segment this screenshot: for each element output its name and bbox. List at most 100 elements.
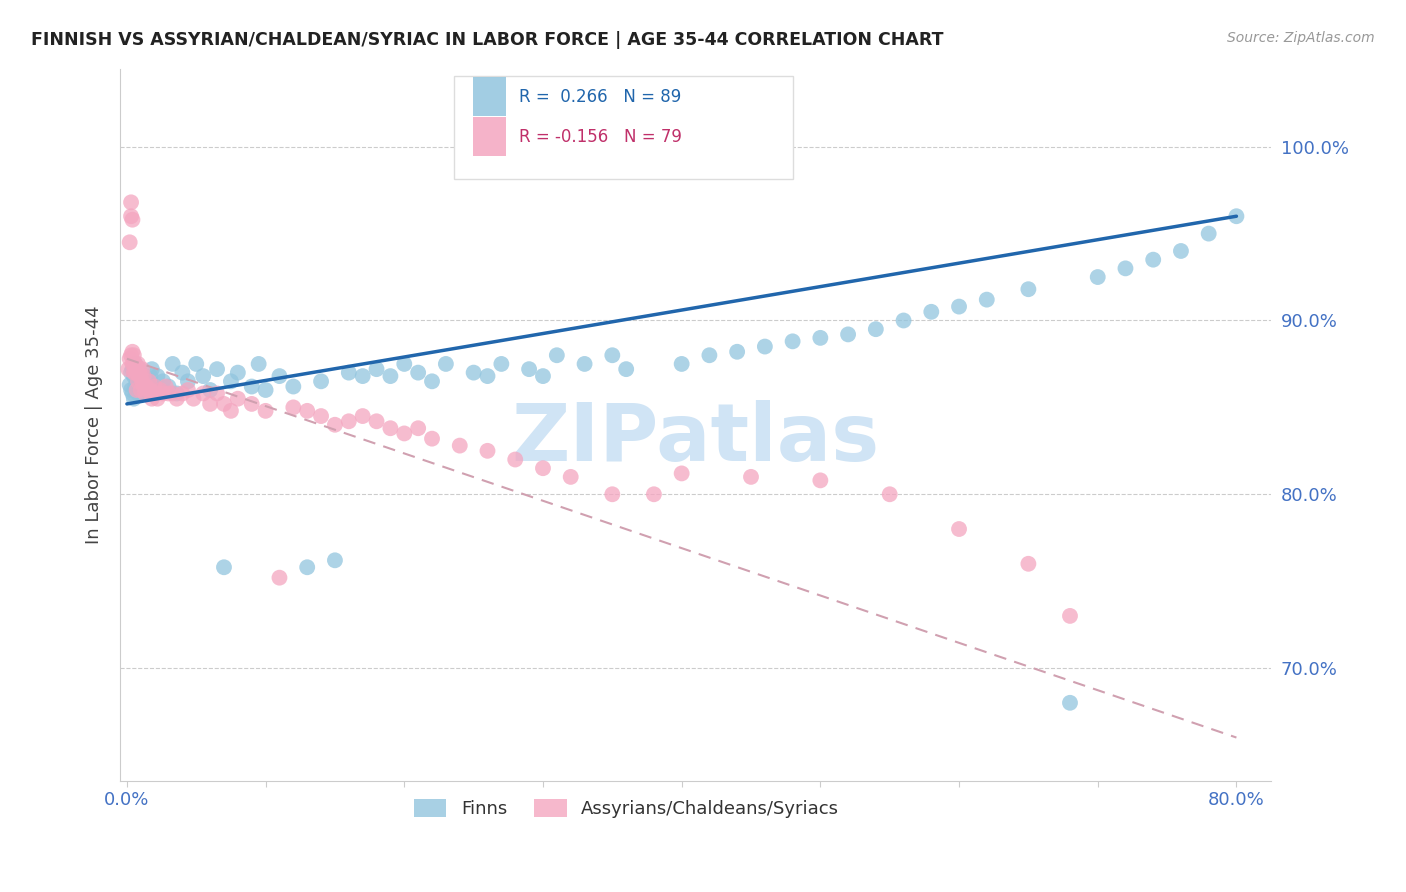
Point	[125, 366, 148, 380]
Point	[129, 374, 152, 388]
Point	[226, 366, 249, 380]
Point	[323, 553, 346, 567]
Point	[132, 369, 155, 384]
Point	[146, 369, 169, 384]
Point	[614, 362, 637, 376]
Point	[121, 344, 143, 359]
Point	[226, 392, 249, 406]
Point	[124, 379, 146, 393]
Point	[948, 522, 970, 536]
Point	[247, 357, 270, 371]
Point	[879, 487, 901, 501]
Point	[128, 369, 150, 384]
Point	[120, 348, 142, 362]
Point	[394, 357, 416, 371]
Point	[152, 386, 174, 401]
Point	[865, 322, 887, 336]
Point	[124, 357, 146, 371]
Point	[122, 348, 145, 362]
Point	[120, 209, 142, 223]
Point	[449, 439, 471, 453]
Point	[219, 404, 242, 418]
Point	[254, 383, 277, 397]
Point	[808, 331, 831, 345]
Point	[135, 386, 157, 401]
Point	[193, 386, 215, 401]
Point	[240, 397, 263, 411]
Point	[125, 383, 148, 397]
Point	[122, 392, 145, 406]
Point	[782, 334, 804, 349]
Point	[740, 470, 762, 484]
Point	[1017, 282, 1039, 296]
Point	[463, 366, 485, 380]
Point	[434, 357, 457, 371]
Point	[121, 386, 143, 401]
Point	[574, 357, 596, 371]
Point	[127, 374, 149, 388]
Point	[135, 379, 157, 393]
Point	[725, 344, 748, 359]
Point	[517, 362, 540, 376]
Point	[212, 560, 235, 574]
Point	[142, 386, 165, 401]
Point	[198, 383, 221, 397]
Point	[643, 487, 665, 501]
Point	[205, 362, 228, 376]
Point	[166, 386, 188, 401]
Point	[366, 362, 388, 376]
Point	[134, 386, 156, 401]
Point	[141, 392, 163, 406]
Point	[131, 374, 153, 388]
Y-axis label: In Labor Force | Age 35-44: In Labor Force | Age 35-44	[86, 305, 103, 544]
Point	[1059, 696, 1081, 710]
Point	[166, 392, 188, 406]
Point	[128, 383, 150, 397]
Point	[420, 374, 443, 388]
Point	[129, 369, 152, 384]
Point	[134, 383, 156, 397]
Point	[172, 366, 194, 380]
Point	[138, 383, 160, 397]
Point	[142, 386, 165, 401]
Point	[122, 369, 145, 384]
Point	[198, 397, 221, 411]
Point	[1142, 252, 1164, 267]
Point	[366, 414, 388, 428]
Point	[337, 366, 360, 380]
Point	[122, 366, 145, 380]
Point	[149, 383, 172, 397]
Point	[128, 362, 150, 376]
Point	[323, 417, 346, 432]
Text: Source: ZipAtlas.com: Source: ZipAtlas.com	[1227, 31, 1375, 45]
Point	[117, 362, 139, 376]
Text: R =  0.266   N = 89: R = 0.266 N = 89	[519, 87, 682, 105]
Point	[139, 383, 162, 397]
Point	[131, 362, 153, 376]
Point	[1170, 244, 1192, 258]
Point	[124, 366, 146, 380]
Point	[406, 366, 429, 380]
Point	[309, 374, 332, 388]
Point	[699, 348, 721, 362]
Point	[602, 487, 624, 501]
Point	[120, 195, 142, 210]
Legend: Finns, Assyrians/Chaldeans/Syriacs: Finns, Assyrians/Chaldeans/Syriacs	[406, 791, 846, 825]
Point	[948, 300, 970, 314]
Point	[808, 474, 831, 488]
Point	[976, 293, 998, 307]
Point	[1114, 261, 1136, 276]
Point	[240, 379, 263, 393]
Point	[143, 379, 166, 393]
Point	[131, 379, 153, 393]
Point	[138, 374, 160, 388]
Point	[920, 305, 942, 319]
Point	[1225, 209, 1247, 223]
Point	[129, 386, 152, 401]
Point	[671, 467, 693, 481]
Point	[122, 357, 145, 371]
Point	[560, 470, 582, 484]
Point	[205, 386, 228, 401]
Point	[118, 377, 141, 392]
Point	[212, 397, 235, 411]
